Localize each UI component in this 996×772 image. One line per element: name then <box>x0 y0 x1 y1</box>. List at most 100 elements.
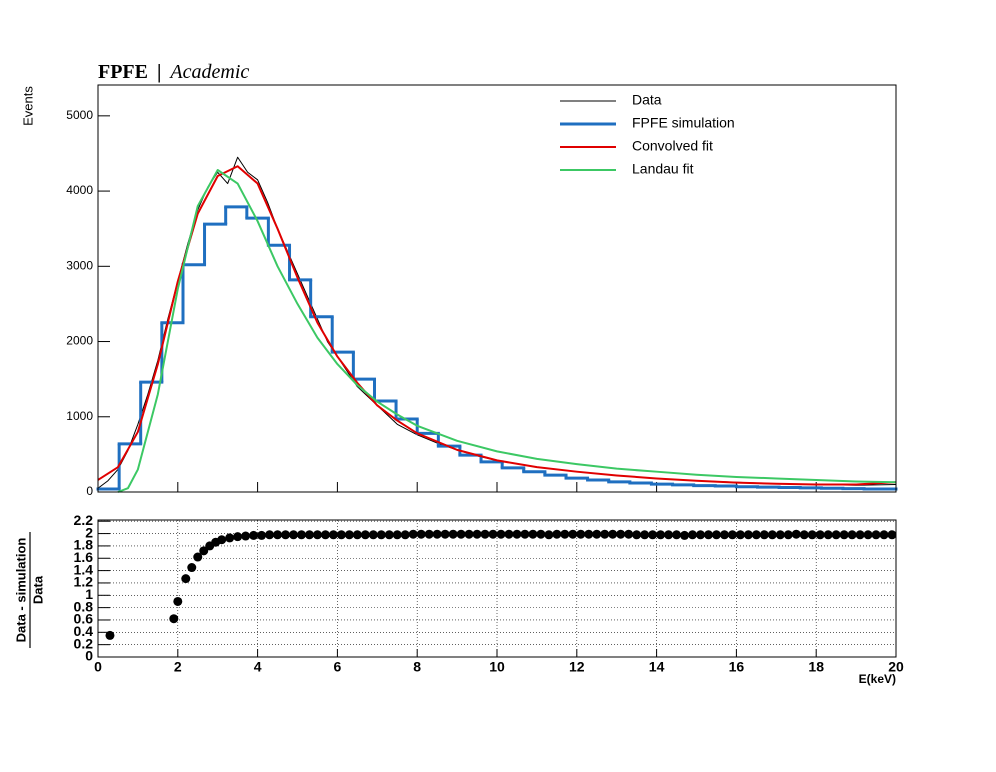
ratio-point <box>289 530 299 540</box>
ratio-point <box>488 529 498 539</box>
ratio-point <box>105 630 115 640</box>
ratio-point <box>592 529 602 539</box>
ratio-point <box>544 530 554 540</box>
y-tick-label: 0.4 <box>74 623 94 639</box>
ratio-point <box>472 529 482 539</box>
x-tick-label: 4 <box>254 659 262 675</box>
ratio-point <box>887 530 897 540</box>
y-axis-label: Data - simulation <box>13 538 28 643</box>
ratio-point <box>775 530 785 540</box>
x-tick-label: 2 <box>174 659 182 675</box>
ratio-point <box>480 529 490 539</box>
ratio-point <box>831 530 841 540</box>
ratio-point <box>711 530 721 540</box>
ratio-point <box>312 530 322 540</box>
ratio-point <box>344 530 354 540</box>
ratio-point <box>759 530 769 540</box>
ratio-point <box>863 530 873 540</box>
ratio-point <box>384 530 394 540</box>
ratio-point <box>257 530 267 540</box>
ratio-point <box>512 529 522 539</box>
ratio-point <box>791 529 801 539</box>
ratio-point <box>552 529 562 539</box>
ratio-point <box>448 529 458 539</box>
y-tick-label: 0 <box>85 648 93 664</box>
y-tick-label: 3000 <box>66 258 93 272</box>
ratio-point <box>703 530 713 540</box>
ratio-point <box>664 530 674 540</box>
brand: FPFE <box>98 61 148 83</box>
ratio-point <box>672 530 682 540</box>
y-tick-label: 4000 <box>66 183 93 197</box>
ratio-point <box>464 529 474 539</box>
ratio-point <box>815 530 825 540</box>
ratio-point <box>336 530 346 540</box>
y-tick-label: 0 <box>86 484 93 498</box>
ratio-point <box>241 531 251 541</box>
ratio-point <box>680 530 690 540</box>
ratio-point <box>656 530 666 540</box>
ratio-point <box>249 530 259 540</box>
y-tick-label: 1.4 <box>74 561 94 577</box>
ratio-point <box>783 530 793 540</box>
ratio-point <box>608 529 618 539</box>
ratio-point <box>560 529 570 539</box>
ratio-y-label: Data - simulation Data <box>13 532 45 648</box>
ratio-point <box>807 530 817 540</box>
ratio-point <box>320 530 330 540</box>
ratio-point <box>528 529 538 539</box>
y-tick-label: 2000 <box>66 334 93 348</box>
x-tick-label: 10 <box>489 659 505 675</box>
ratio-point <box>496 529 506 539</box>
x-tick-label: 6 <box>334 659 342 675</box>
y-tick-label: 0.2 <box>74 635 94 651</box>
x-tick-label: 12 <box>569 659 585 675</box>
legend-label: Data <box>632 92 662 108</box>
ratio-point <box>225 533 235 543</box>
y-tick-label: 2.2 <box>74 512 94 528</box>
ratio-point <box>727 530 737 540</box>
ratio-point <box>799 530 809 540</box>
tag: Academic <box>168 61 249 83</box>
ratio-point <box>233 532 243 542</box>
ratio-point <box>328 530 338 540</box>
ratio-point <box>624 529 634 539</box>
ratio-point <box>767 530 777 540</box>
ratio-point <box>823 530 833 540</box>
ratio-point <box>352 530 362 540</box>
legend-label: Landau fit <box>632 161 694 177</box>
y-tick-label: 1.8 <box>74 537 94 553</box>
x-tick-label: 16 <box>729 659 745 675</box>
ratio-point <box>735 530 745 540</box>
ratio-point <box>181 574 191 584</box>
ratio-point <box>368 530 378 540</box>
ratio-point <box>871 530 881 540</box>
ratio-point <box>695 530 705 540</box>
y-tick-label: 2 <box>85 524 93 540</box>
ratio-point <box>193 552 203 562</box>
separator: | <box>157 61 161 83</box>
ratio-point <box>376 530 386 540</box>
x-tick-label: 20 <box>888 659 904 675</box>
y-tick-label: 5000 <box>66 108 93 122</box>
ratio-point <box>839 530 849 540</box>
ratio-point <box>648 530 658 540</box>
ratio-point <box>296 530 306 540</box>
ratio-point <box>169 614 179 624</box>
y-tick-label: 0.6 <box>74 611 94 627</box>
series-line <box>117 169 897 493</box>
ratio-point <box>424 529 434 539</box>
legend-label: FPFE simulation <box>632 115 735 131</box>
ratio-point <box>400 530 410 540</box>
ratio-point <box>520 529 530 539</box>
legend-label: Convolved fit <box>632 138 713 154</box>
x-tick-label: 8 <box>413 659 421 675</box>
plot-frame <box>97 519 897 658</box>
x-tick-label: 18 <box>808 659 824 675</box>
ratio-point <box>304 530 314 540</box>
y-tick-label: 1000 <box>66 409 93 423</box>
ratio-point <box>273 530 283 540</box>
ratio-point <box>576 529 586 539</box>
ratio-point <box>751 530 761 540</box>
ratio-point <box>719 530 729 540</box>
